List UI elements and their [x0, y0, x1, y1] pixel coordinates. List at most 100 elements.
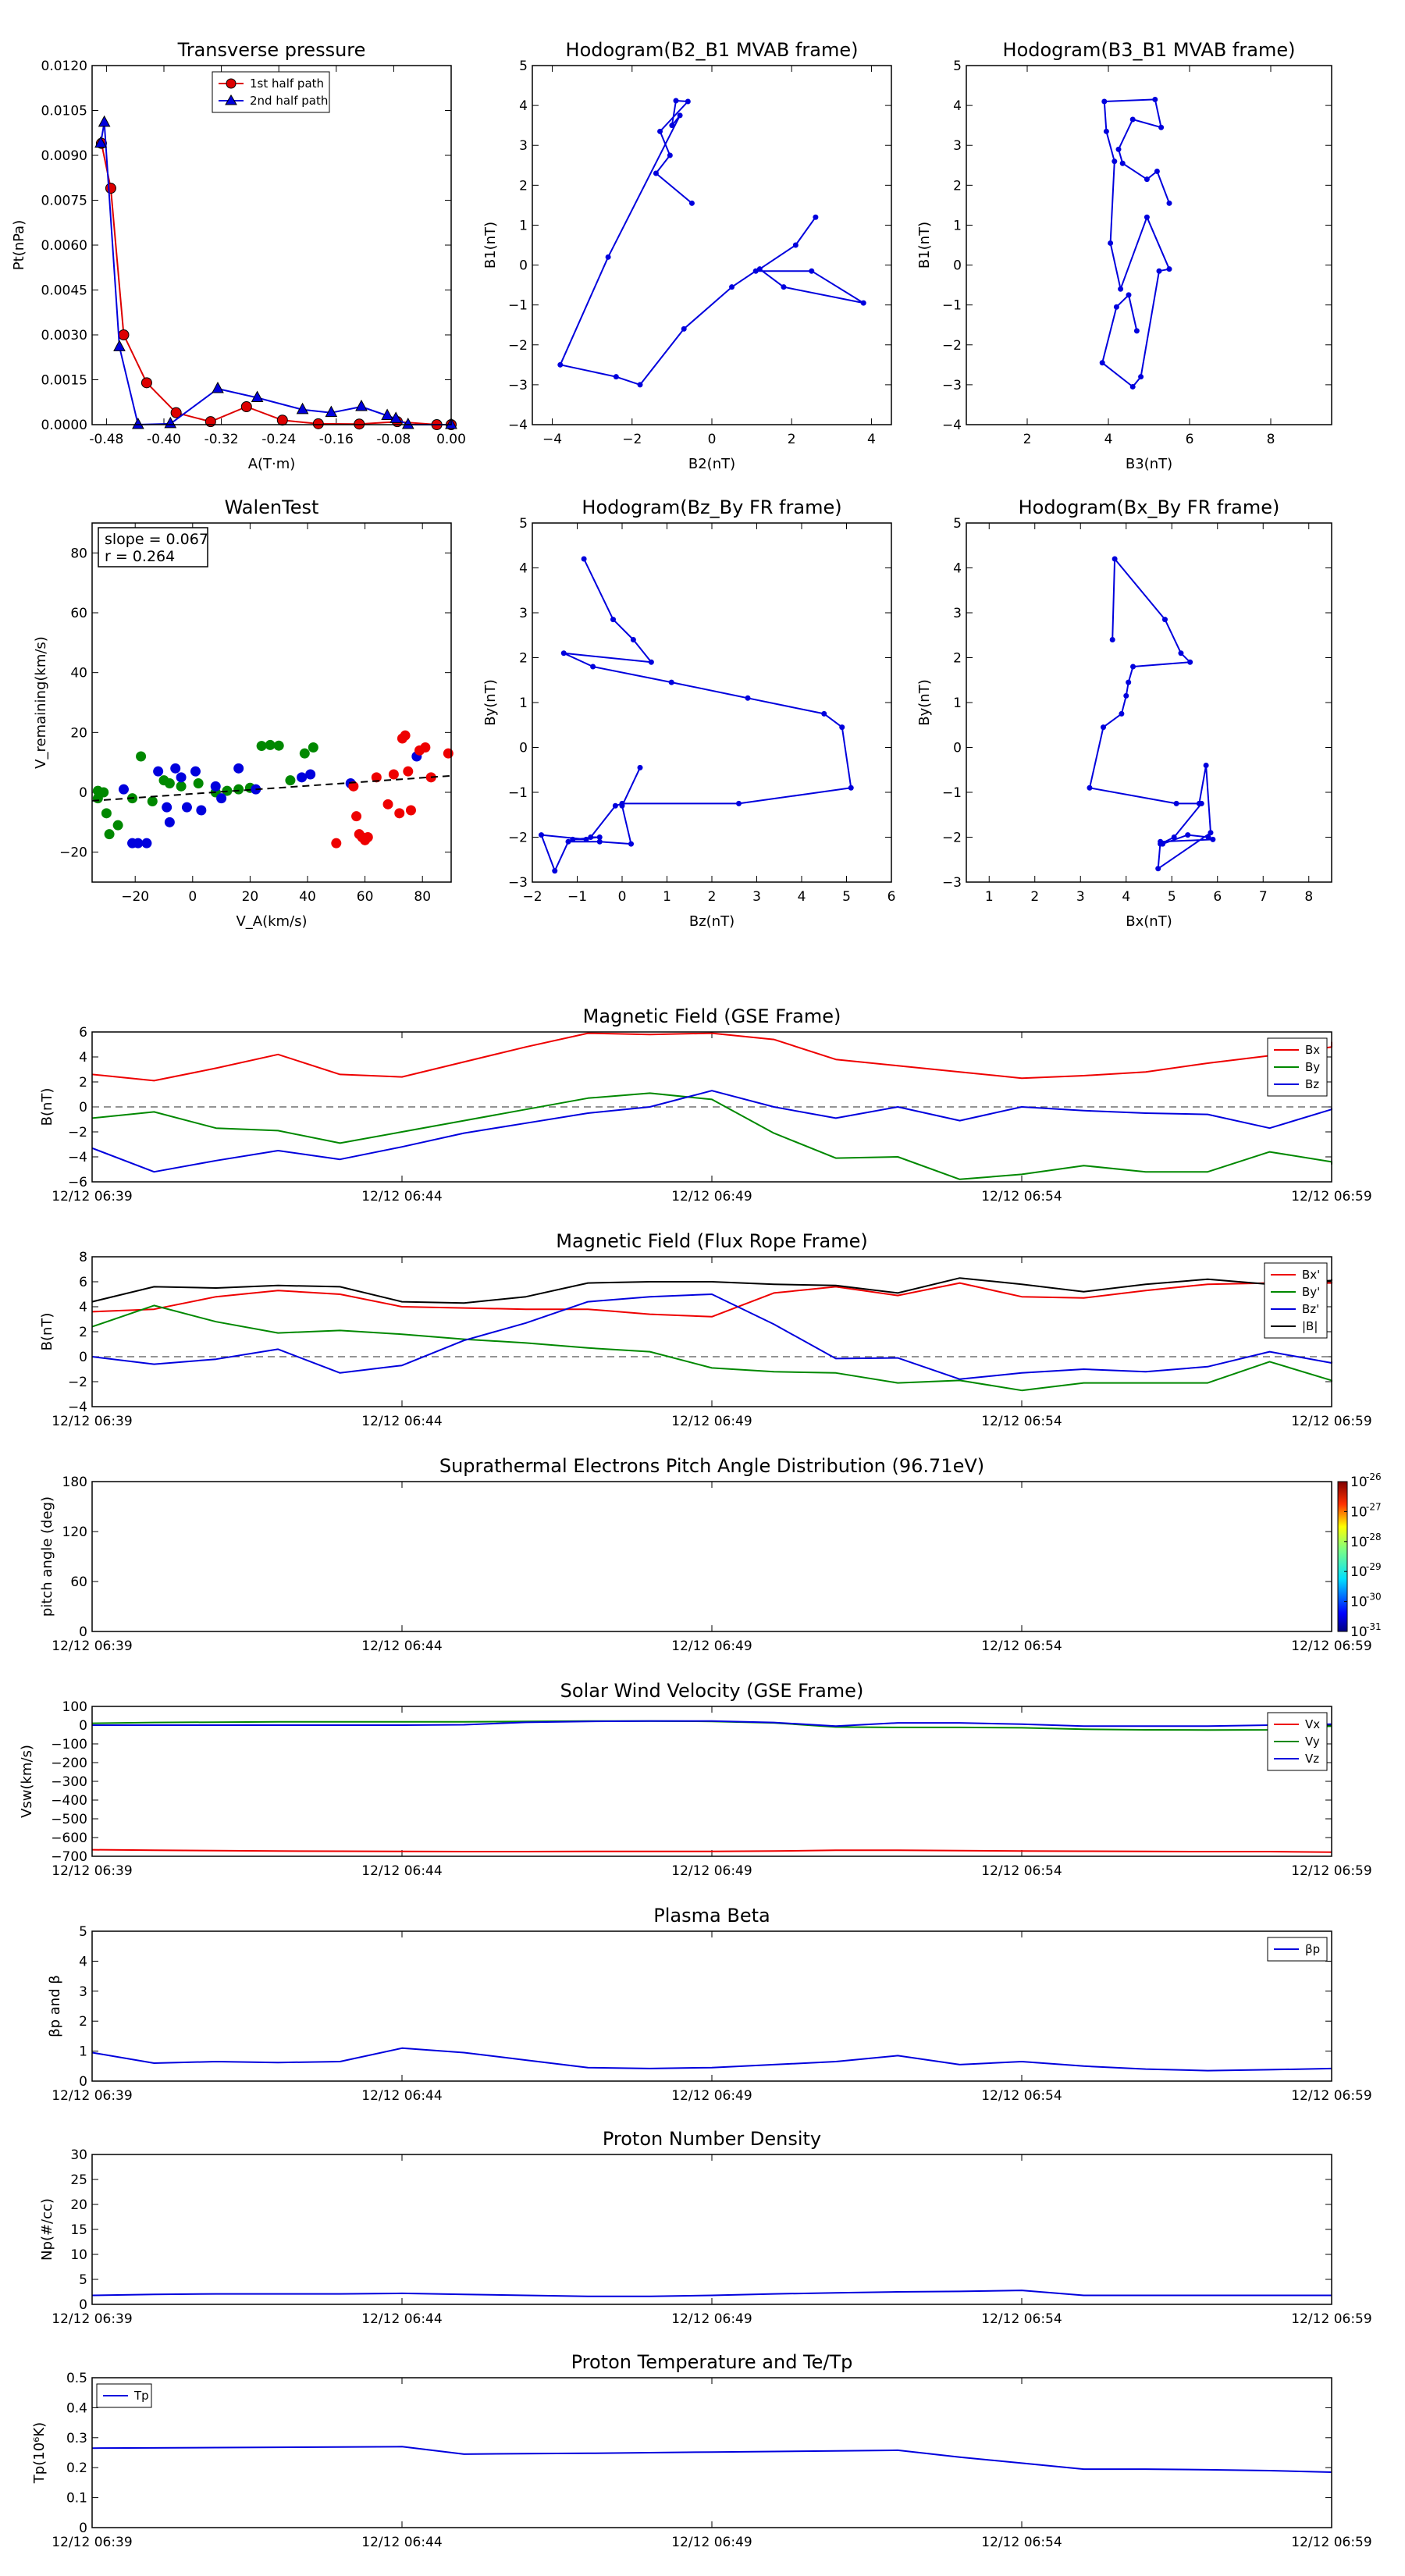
- pad-colorbar-label: 10: [1350, 1624, 1368, 1640]
- pad-colorbar-label: 10: [1350, 1504, 1368, 1520]
- hodo1-xtick-label: 4: [867, 432, 876, 447]
- hodo4-xtick-label: 8: [1304, 889, 1313, 905]
- hodo3-xtick-label: −2: [522, 889, 542, 905]
- pt-title: Transverse pressure: [177, 39, 366, 61]
- pt-ytick-label: 0.0060: [41, 238, 87, 254]
- pad-colorbar-exponent: -31: [1366, 1621, 1382, 1632]
- hodo1-point: [605, 254, 611, 260]
- pt-point-circle: [312, 418, 324, 429]
- pad-title: Suprathermal Electrons Pitch Angle Distr…: [439, 1455, 984, 1477]
- hodo1-xtick-label: 0: [708, 432, 717, 447]
- hodo2-point: [1166, 200, 1172, 206]
- hodo1-path: [559, 100, 865, 386]
- tp-ytick-label: 0.4: [66, 2400, 87, 2416]
- walen-point-blue: [210, 781, 221, 792]
- bfr-title: Magnetic Field (Flux Rope Frame): [556, 1230, 867, 1252]
- hodo1-point: [792, 242, 799, 248]
- hodo3-point: [821, 710, 827, 717]
- vsw-series-Vz: [92, 1720, 1332, 1727]
- pt-point-triangle: [212, 381, 224, 393]
- pt-ytick-label: 0.0120: [41, 59, 87, 74]
- hodo3-xtick-label: −1: [567, 889, 587, 905]
- bgse-series-Bz: [91, 1090, 1332, 1173]
- hodo4-point: [1087, 785, 1093, 791]
- hodo4-ytick-label: 2: [953, 651, 962, 667]
- bfr-legend-label: Bx': [1302, 1268, 1320, 1282]
- pt-point-circle: [105, 183, 116, 194]
- pad-xtick-label: 12/12 06:49: [671, 1638, 752, 1654]
- hodo4-xtick-label: 6: [1213, 889, 1222, 905]
- beta-ytick-label: 3: [79, 1984, 87, 2000]
- vsw-xtick-label: 12/12 06:39: [52, 1863, 132, 1879]
- beta-xtick-label: 12/12 06:44: [361, 2088, 442, 2104]
- pad-xtick-label: 12/12 06:54: [981, 1638, 1062, 1654]
- hodo3-title: Hodogram(Bz_By FR frame): [582, 496, 841, 518]
- hodo2-ytick-label: 0: [953, 258, 962, 274]
- hodo3-point: [596, 838, 603, 845]
- walen-annotation-box: [98, 527, 208, 568]
- pad-colorbar-label: 10: [1350, 1564, 1368, 1580]
- walen-frame: [91, 522, 452, 883]
- vsw-legend-label: Vy: [1305, 1735, 1320, 1749]
- hodo3-xtick-label: 3: [752, 889, 761, 905]
- walen-xtick-label: 0: [188, 889, 197, 905]
- beta-panel: Plasma Beta 0 1 2 3 4 5 12/12 06:39 12/12 06:44 1…: [47, 1905, 1372, 2104]
- vsw-ytick-label: −100: [51, 1737, 87, 1752]
- vsw-legend-label: Vz: [1305, 1752, 1319, 1766]
- hodo4-ylabel: By(nT): [916, 679, 933, 725]
- pt-ytick-label: 0.0105: [41, 104, 87, 119]
- pt-point-circle: [354, 418, 365, 430]
- tp-xtick-label: 12/12 06:59: [1291, 2535, 1371, 2550]
- vsw-ytick-label: −400: [51, 1793, 87, 1809]
- hodo2-ytick-label: −4: [942, 418, 962, 433]
- bfr-ytick-label: −2: [68, 1375, 87, 1390]
- pt-point-triangle: [98, 115, 111, 127]
- pad-colorbar-label: 10: [1350, 1535, 1368, 1550]
- hodo2-ylabel: B1(nT): [916, 222, 933, 269]
- np-ytick-label: 0: [79, 2297, 87, 2313]
- walen-point-green: [233, 784, 244, 795]
- vsw-ytick-label: −700: [51, 1849, 87, 1865]
- beta-ylabel: βp and β: [47, 1975, 63, 2037]
- walen-ytick-label: 20: [70, 725, 87, 741]
- hodo3-xtick-label: 5: [842, 889, 851, 905]
- pt-xtick-label: -0.32: [205, 432, 239, 447]
- np-ylabel: Np(#/cc): [39, 2198, 55, 2261]
- pt-legend-marker: [226, 78, 237, 89]
- np-frame: [91, 2154, 1332, 2305]
- tp-title: Proton Temperature and Te/Tp: [571, 2351, 853, 2373]
- hodo3-point: [588, 834, 594, 840]
- hodo4-point: [1158, 841, 1164, 847]
- pt-xtick-label: 0.00: [436, 432, 466, 447]
- hodo1-ytick-label: −3: [508, 378, 528, 393]
- hodo2-point: [1156, 268, 1162, 274]
- walen-point-red: [371, 772, 382, 783]
- beta-xtick-label: 12/12 06:49: [671, 2088, 752, 2104]
- tp-xtick-label: 12/12 06:39: [52, 2535, 132, 2550]
- pt-point-triangle: [401, 417, 414, 429]
- pad-colorbar-exponent: -28: [1366, 1532, 1382, 1542]
- hodo2-point: [1154, 168, 1160, 174]
- tp-panel: Proton Temperature and Te/Tp 0 0.1 0.2 0.3 0.…: [31, 2351, 1372, 2550]
- beta-legend-label: βp: [1305, 1942, 1320, 1956]
- hodo4-frame: [966, 522, 1332, 883]
- walen-point-red: [400, 730, 411, 741]
- hodo1-ylabel: B1(nT): [482, 222, 499, 269]
- bfr-xtick-label: 12/12 06:44: [361, 1414, 442, 1429]
- pt-point-triangle: [164, 416, 177, 429]
- pad-ylabel: pitch angle (deg): [39, 1496, 55, 1617]
- beta-xtick-label: 12/12 06:39: [52, 2088, 132, 2104]
- walen-fit-line: [91, 774, 452, 802]
- hodo4-ytick-label: 4: [953, 561, 962, 577]
- hodo2-point: [1133, 328, 1140, 334]
- beta-frame: [91, 1930, 1332, 2082]
- bgse-panel: Magnetic Field (GSE Frame) −6 −4 −2 0 2 4 6 12/1…: [39, 1005, 1372, 1204]
- pt-panel: Transverse pressure 0.0000 0.0015 0.0030 0.0…: [11, 39, 466, 472]
- pad-colorbar-label: 10: [1350, 1595, 1368, 1610]
- pt-ytick-label: 0.0000: [41, 418, 87, 433]
- hodo1-point: [729, 284, 735, 290]
- vsw-legend-label: Vx: [1305, 1717, 1320, 1731]
- vsw-frame: [91, 1706, 1332, 1857]
- walen-point-blue: [153, 766, 164, 777]
- pt-point-triangle: [389, 411, 402, 423]
